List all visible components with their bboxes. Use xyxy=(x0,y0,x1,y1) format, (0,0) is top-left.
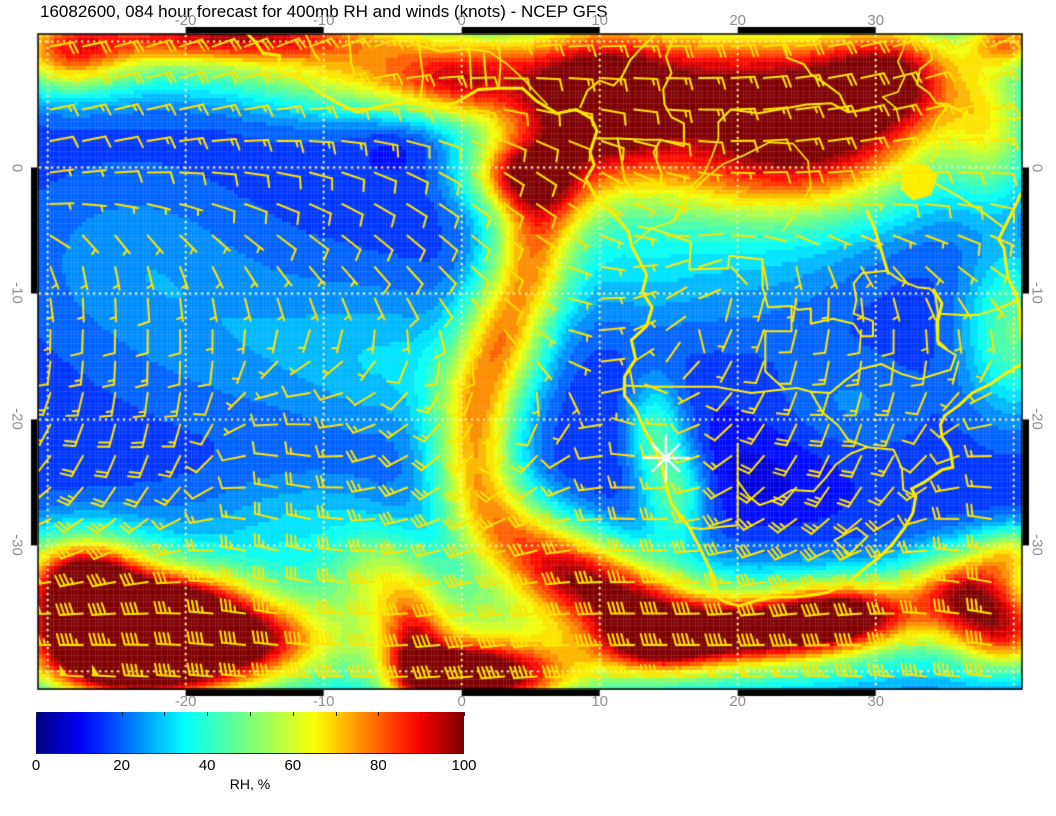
lon-tick-top--20: -20 xyxy=(174,12,197,29)
colorbar-tickmark-20 xyxy=(121,712,123,716)
colorbar-tick-label-20: 20 xyxy=(113,757,130,774)
lon-tick-top-20: 20 xyxy=(729,12,747,29)
colorbar-gradient xyxy=(36,712,464,754)
colorbar-tickmark-80 xyxy=(378,712,380,716)
lat-tick-right--30: -30 xyxy=(1028,534,1046,557)
lat-tick-right--20: -20 xyxy=(1028,408,1046,431)
colorbar-tickmark-50 xyxy=(250,712,251,716)
colorbar: 0 20 40 60 80 100 RH, % xyxy=(32,712,477,802)
colorbar-tick-label-100: 100 xyxy=(451,757,477,774)
lon-tick-bottom-30: 30 xyxy=(867,693,885,710)
colorbar-tickmark-60 xyxy=(292,712,294,716)
lat-tick-right-0: 0 xyxy=(1028,163,1046,172)
colorbar-tickmark-30 xyxy=(164,712,166,716)
rh-wind-map-canvas xyxy=(30,26,1030,697)
lat-tick-left--30: -30 xyxy=(8,534,26,557)
lat-tick-left--20: -20 xyxy=(8,408,26,431)
lon-tick-bottom--20: -20 xyxy=(174,693,197,710)
colorbar-tick-label-80: 80 xyxy=(370,757,387,774)
lon-tick-top-10: 10 xyxy=(591,12,609,29)
lat-tick-right--10: -10 xyxy=(1028,282,1046,305)
colorbar-tickmark-0 xyxy=(36,712,37,716)
lon-tick-top-0: 0 xyxy=(457,12,466,29)
lon-tick-bottom--10: -10 xyxy=(312,693,335,710)
page-title: 16082600, 084 hour forecast for 400mb RH… xyxy=(40,2,608,21)
lat-tick-left-0: 0 xyxy=(8,163,26,172)
lon-tick-bottom-20: 20 xyxy=(729,693,747,710)
lon-tick-bottom-0: 0 xyxy=(457,693,466,710)
colorbar-tick-label-0: 0 xyxy=(31,757,41,774)
lat-tick-left--10: -10 xyxy=(8,282,26,305)
colorbar-tickmark-100 xyxy=(464,712,465,716)
lon-tick-top--10: -10 xyxy=(312,12,335,29)
colorbar-label: RH, % xyxy=(229,776,271,792)
lon-tick-bottom-10: 10 xyxy=(591,693,609,710)
colorbar-tickmark-40 xyxy=(207,712,209,716)
colorbar-tickmark-10 xyxy=(78,712,80,716)
colorbar-tickmark-70 xyxy=(335,712,337,716)
lon-tick-top-30: 30 xyxy=(867,12,885,29)
colorbar-tick-label-60: 60 xyxy=(284,757,302,774)
colorbar-tickmark-90 xyxy=(421,712,423,716)
colorbar-tick-label-40: 40 xyxy=(198,757,216,774)
